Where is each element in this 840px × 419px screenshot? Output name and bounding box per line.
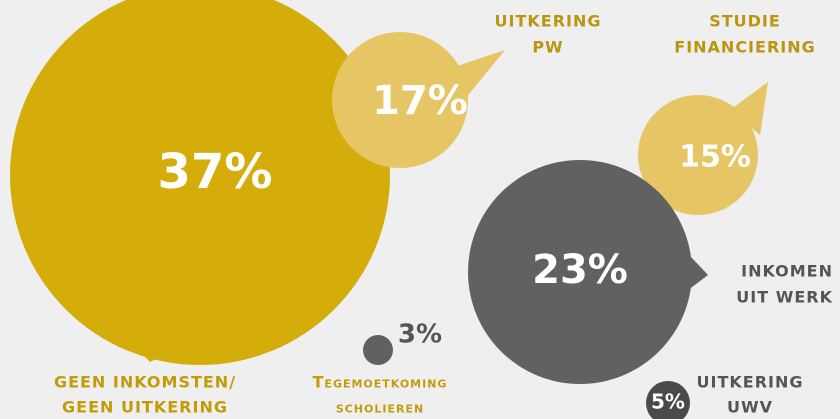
category-label: GEEN INKOMSTEN/ bbox=[54, 373, 236, 392]
bubble bbox=[10, 0, 390, 365]
value-label: 3% bbox=[398, 320, 442, 350]
category-label: INKOMEN bbox=[741, 262, 833, 281]
bubble bbox=[332, 32, 468, 168]
value-label: 15% bbox=[679, 140, 751, 175]
category-label: PW bbox=[532, 38, 563, 57]
value-label: 17% bbox=[372, 78, 468, 124]
category-label: GEEN UITKERING bbox=[62, 398, 228, 417]
value-label: 37% bbox=[158, 144, 273, 200]
bubble bbox=[468, 160, 692, 384]
category-label: FINANCIERING bbox=[674, 38, 815, 57]
bubble bbox=[363, 335, 393, 365]
bubble bbox=[646, 381, 690, 419]
category-label: UITKERING bbox=[697, 373, 804, 392]
category-label: scholieren bbox=[336, 398, 424, 417]
bubble bbox=[638, 95, 758, 215]
bubble-tail bbox=[730, 82, 768, 135]
category-label: UIT WERK bbox=[736, 288, 833, 307]
value-label: 23% bbox=[532, 247, 628, 293]
category-label: UWV bbox=[727, 398, 773, 417]
category-label: STUDIE bbox=[709, 12, 781, 31]
category-label: UITKERING bbox=[495, 12, 602, 31]
category-label: Tegemoetkoming bbox=[313, 373, 448, 392]
value-label: 5% bbox=[651, 390, 685, 414]
